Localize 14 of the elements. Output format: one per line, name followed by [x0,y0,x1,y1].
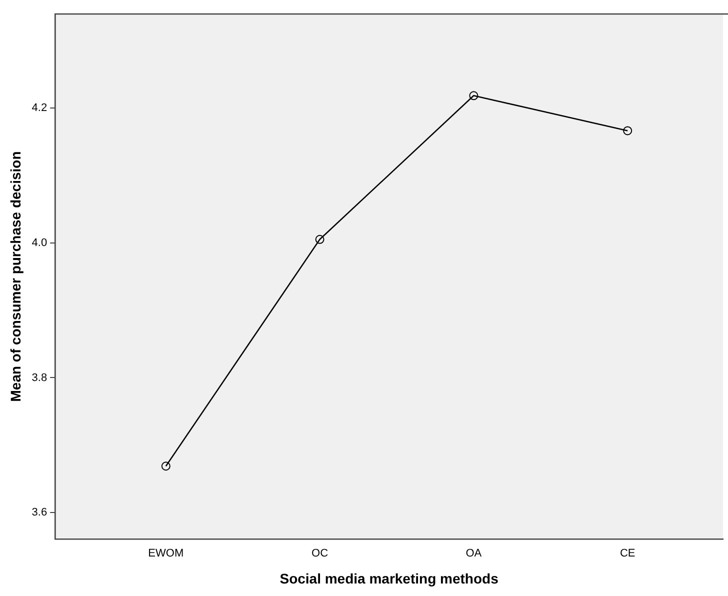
x-tick-label: OA [466,548,482,560]
x-tick-label: EWOM [148,548,184,560]
y-tick-label: 4.2 [32,102,48,114]
point [623,126,632,136]
y-axis-title: Mean of consumer purchase decision [7,151,24,402]
y-tick-label: 4.0 [32,236,48,249]
y-tick-label: 3.6 [32,506,48,519]
x-axis-title: Social media marketing methods [280,570,499,586]
point [161,462,170,471]
point [315,234,324,244]
point [469,91,478,100]
x-tick-label: CE [620,548,636,560]
x-tick-label: OC [312,548,328,560]
y-tick-label: 3.8 [32,372,48,384]
